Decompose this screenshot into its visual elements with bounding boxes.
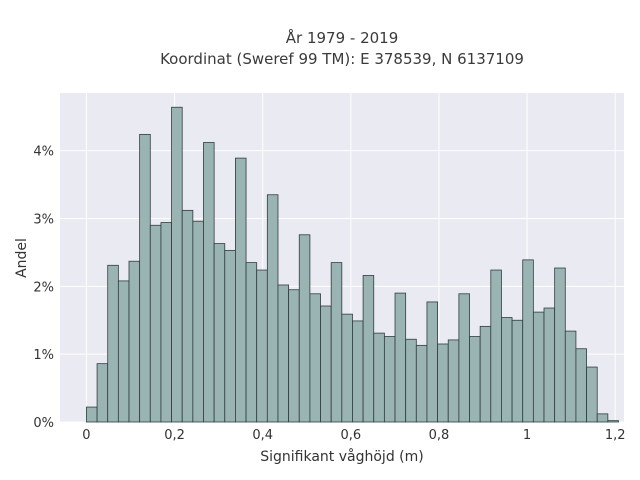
- histogram-bar: [607, 420, 619, 423]
- x-tick-label: 0: [82, 428, 90, 443]
- histogram-bar: [362, 275, 375, 423]
- histogram-bar: [309, 293, 321, 423]
- x-tick-label: 0,2: [164, 428, 185, 443]
- histogram-bar: [479, 325, 492, 423]
- histogram-bar: [447, 339, 460, 423]
- histogram-bar: [171, 106, 183, 423]
- histogram-bar: [139, 133, 151, 423]
- histogram-bar: [596, 413, 609, 423]
- histogram-bar: [405, 338, 417, 423]
- y-axis-label: Andel: [14, 238, 30, 278]
- histogram-bar: [277, 284, 290, 423]
- histogram-bar: [373, 332, 385, 423]
- histogram-bar: [203, 142, 215, 423]
- histogram-bar: [564, 330, 577, 423]
- chart-subtitle-line: Koordinat (Sweref 99 TM): E 378539, N 61…: [160, 50, 524, 68]
- histogram-bar: [86, 406, 98, 423]
- histogram-bar: [383, 336, 396, 423]
- histogram-bar: [394, 292, 407, 423]
- y-tick-label: 4%: [33, 145, 54, 160]
- y-tick-label: 1%: [33, 348, 54, 363]
- histogram-bar: [128, 260, 141, 423]
- histogram-bar: [181, 209, 194, 423]
- histogram-bars: [86, 106, 619, 423]
- histogram-bar: [320, 305, 332, 423]
- histogram-bar: [298, 234, 311, 423]
- histogram-bar: [149, 224, 162, 423]
- x-tick-label: 0,8: [429, 428, 450, 443]
- histogram-bar: [469, 336, 481, 423]
- histogram-bar: [245, 262, 258, 423]
- histogram-bar: [96, 363, 109, 423]
- histogram-bar: [532, 311, 545, 423]
- y-tick-label: 2%: [33, 280, 54, 295]
- histogram-bar: [235, 157, 247, 423]
- y-tick-label: 0%: [33, 416, 54, 431]
- histogram-bar: [501, 317, 513, 423]
- histogram-bar: [256, 269, 268, 423]
- histogram-bar: [554, 267, 566, 423]
- x-tick-label: 0,6: [340, 428, 361, 443]
- y-tick-labels: 0% 1% 2% 3% 4%: [33, 145, 54, 431]
- histogram-bar: [426, 301, 438, 423]
- chart-title: År 1979 - 2019 Koordinat (Sweref 99 TM):…: [0, 28, 640, 70]
- histogram-bar: [288, 289, 300, 423]
- histogram-bar: [575, 348, 587, 423]
- histogram-bar: [266, 194, 279, 423]
- histogram-bar: [330, 262, 343, 423]
- histogram-bar: [192, 220, 204, 423]
- histogram-bar: [415, 344, 428, 423]
- x-tick-label: 0,4: [252, 428, 273, 443]
- histogram-bar: [490, 269, 502, 423]
- histogram-bar: [352, 320, 364, 423]
- y-tick-label: 3%: [33, 212, 54, 227]
- histogram-bar: [458, 293, 470, 423]
- chart-title-line: År 1979 - 2019: [285, 29, 399, 47]
- histogram-bar: [160, 222, 172, 423]
- x-tick-label: 1,2: [605, 428, 626, 443]
- x-axis-label: Signifikant våghöjd (m): [260, 448, 423, 465]
- x-tick-label: 1: [523, 428, 531, 443]
- histogram-bar: [341, 313, 353, 423]
- histogram-bar: [586, 366, 598, 423]
- histogram-bar: [107, 264, 119, 423]
- histogram-bar: [224, 249, 236, 423]
- histogram-bar: [522, 259, 534, 423]
- histogram-bar: [437, 343, 449, 423]
- histogram-bar: [511, 319, 524, 423]
- histogram-bar: [213, 243, 226, 423]
- histogram-bar: [543, 307, 556, 423]
- histogram-bar: [117, 280, 130, 423]
- x-tick-labels: 0 0,2 0,4 0,6 0,8 1 1,2: [82, 428, 625, 443]
